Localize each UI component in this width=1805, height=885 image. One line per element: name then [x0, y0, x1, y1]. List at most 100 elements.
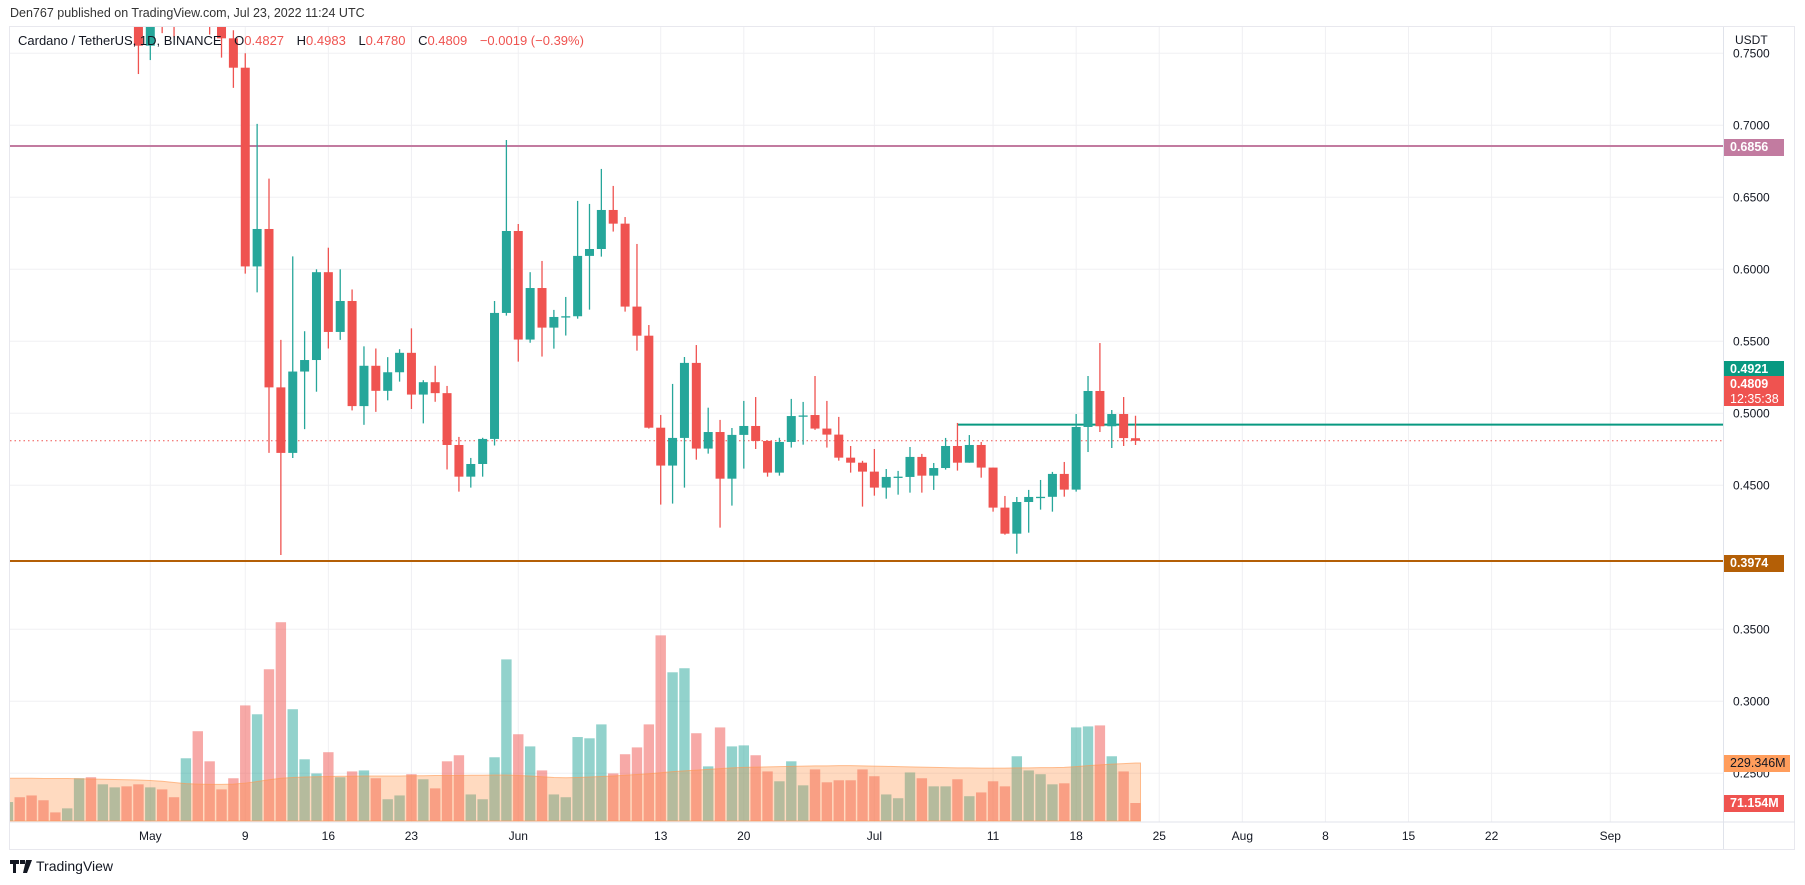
candle-body: [786, 416, 796, 442]
candle: [1119, 397, 1129, 446]
volume-bar: [287, 709, 298, 821]
candle: [608, 185, 618, 232]
candle-body: [1071, 426, 1081, 490]
candle-body: [170, 22, 179, 25]
candle-body: [763, 440, 773, 473]
candle: [442, 385, 452, 470]
time-axis[interactable]: May 9 16 23 Jun 13 20 Jul 11 18 25 Aug 8 15 22 Sep: [139, 829, 1621, 843]
volume-bar: [441, 761, 453, 821]
tradingview-footer[interactable]: TradingView: [10, 858, 113, 874]
candle-body: [158, 10, 167, 22]
candle-body: [964, 444, 974, 463]
candle: [1012, 496, 1022, 554]
volume-bar: [738, 745, 749, 821]
candle: [323, 247, 333, 349]
candle: [691, 345, 701, 460]
brand-name: TradingView: [36, 858, 114, 874]
candle: [976, 441, 986, 478]
volume-bars: [10, 622, 1141, 821]
candle-body: [1119, 414, 1129, 439]
candle-body: [941, 445, 951, 469]
candle-body: [1095, 390, 1105, 427]
candle-body: [869, 471, 879, 488]
candle-body: [442, 393, 452, 445]
volume-bar: [596, 724, 607, 821]
candle: [988, 467, 998, 512]
candle: [478, 437, 488, 477]
volume-bar: [477, 799, 488, 821]
candle-body: [406, 352, 416, 395]
volume-bar: [335, 777, 346, 821]
candle: [418, 380, 428, 424]
volume-bar: [845, 780, 856, 821]
candle-body: [145, 27, 155, 46]
volume-bar: [881, 794, 892, 821]
bar-countdown: 12:35:38: [1730, 392, 1779, 406]
price-tick-label: 0.4500: [1733, 478, 1770, 492]
chart-frame: [9, 26, 1795, 850]
volume-bar: [429, 788, 441, 821]
high-label: H: [296, 33, 307, 48]
volume-bar: [619, 754, 631, 821]
volume-bar: [1070, 727, 1082, 821]
volume-bar: [346, 771, 358, 821]
candle: [1071, 414, 1081, 492]
candle-body: [264, 228, 274, 388]
candle-body: [858, 462, 867, 472]
time-tick-label: Sep: [1600, 829, 1622, 843]
tradingview-logo-icon: [10, 859, 32, 873]
candles: [133, 10, 1141, 555]
candle: [632, 243, 642, 351]
candle: [822, 400, 832, 448]
resistance-price-badge: 0.6856: [1724, 139, 1784, 156]
candle: [739, 400, 749, 469]
volume-bar: [311, 773, 322, 821]
candle-body: [1047, 473, 1057, 497]
candle-body: [1131, 438, 1141, 441]
volume-bar: [168, 797, 180, 821]
volume-bar: [928, 786, 939, 821]
candle-body: [288, 371, 298, 453]
time-tick-label: 22: [1485, 829, 1499, 843]
candle: [679, 356, 689, 488]
candle: [406, 328, 416, 409]
symbol-name[interactable]: Cardano / TetherUS, 1D, BINANCE: [18, 33, 222, 48]
volume-bar: [702, 766, 714, 821]
candle: [1024, 489, 1034, 533]
candle: [798, 401, 808, 445]
low-value: 0.4780: [365, 33, 406, 48]
candle-body: [300, 360, 310, 372]
volume-bar: [536, 770, 548, 821]
price-axis[interactable]: 0.7500 0.7000 0.6500 0.6000 0.5500 0.5000 0.45…: [1733, 46, 1770, 780]
time-tick-label: Jul: [867, 829, 882, 843]
horizontal-lines[interactable]: [10, 145, 1723, 563]
candle-body: [1024, 496, 1034, 503]
candle-body: [383, 372, 393, 391]
volume-bar: [50, 812, 61, 821]
support-price-badge: 0.3974: [1724, 555, 1784, 572]
volume-bar: [774, 781, 785, 821]
candle-body: [620, 223, 630, 307]
candle-body: [703, 432, 713, 449]
candle: [490, 300, 500, 446]
volume-bar: [204, 761, 215, 821]
candle: [846, 445, 856, 473]
candle: [1083, 376, 1093, 453]
candle-body: [513, 230, 523, 340]
candle: [158, 10, 167, 34]
volume-bar: [809, 769, 821, 821]
candle: [264, 178, 274, 453]
volume-bar: [987, 781, 999, 821]
candle: [668, 383, 678, 504]
volume-bar: [251, 714, 263, 821]
volume-ma-badge: 229.346M: [1724, 755, 1790, 772]
candle: [466, 457, 476, 488]
candle: [228, 30, 238, 88]
candle-body: [133, 27, 143, 46]
candle-body: [596, 209, 606, 249]
price-tick-label: 0.5500: [1733, 334, 1770, 348]
candle: [952, 422, 962, 471]
candle-body: [1036, 496, 1046, 499]
volume-bar: [97, 784, 109, 821]
